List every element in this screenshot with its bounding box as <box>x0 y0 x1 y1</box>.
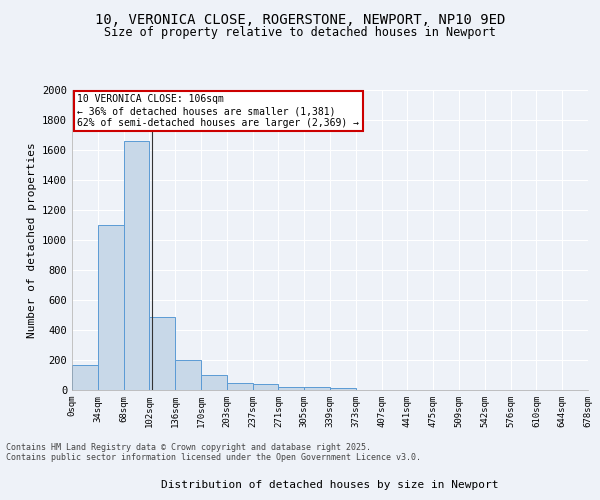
Text: Size of property relative to detached houses in Newport: Size of property relative to detached ho… <box>104 26 496 39</box>
Text: Distribution of detached houses by size in Newport: Distribution of detached houses by size … <box>161 480 499 490</box>
Bar <box>253 384 278 390</box>
Bar <box>278 386 304 390</box>
Bar <box>72 364 98 390</box>
Bar <box>98 225 124 390</box>
Bar <box>201 375 227 390</box>
Text: 10 VERONICA CLOSE: 106sqm
← 36% of detached houses are smaller (1,381)
62% of se: 10 VERONICA CLOSE: 106sqm ← 36% of detac… <box>77 94 359 128</box>
Bar <box>124 141 149 390</box>
Bar <box>149 316 175 390</box>
Bar <box>227 383 253 390</box>
Bar <box>330 388 356 390</box>
Bar <box>304 387 330 390</box>
Text: 10, VERONICA CLOSE, ROGERSTONE, NEWPORT, NP10 9ED: 10, VERONICA CLOSE, ROGERSTONE, NEWPORT,… <box>95 12 505 26</box>
Bar <box>175 360 201 390</box>
Text: Contains HM Land Registry data © Crown copyright and database right 2025.
Contai: Contains HM Land Registry data © Crown c… <box>6 442 421 462</box>
Y-axis label: Number of detached properties: Number of detached properties <box>26 142 37 338</box>
